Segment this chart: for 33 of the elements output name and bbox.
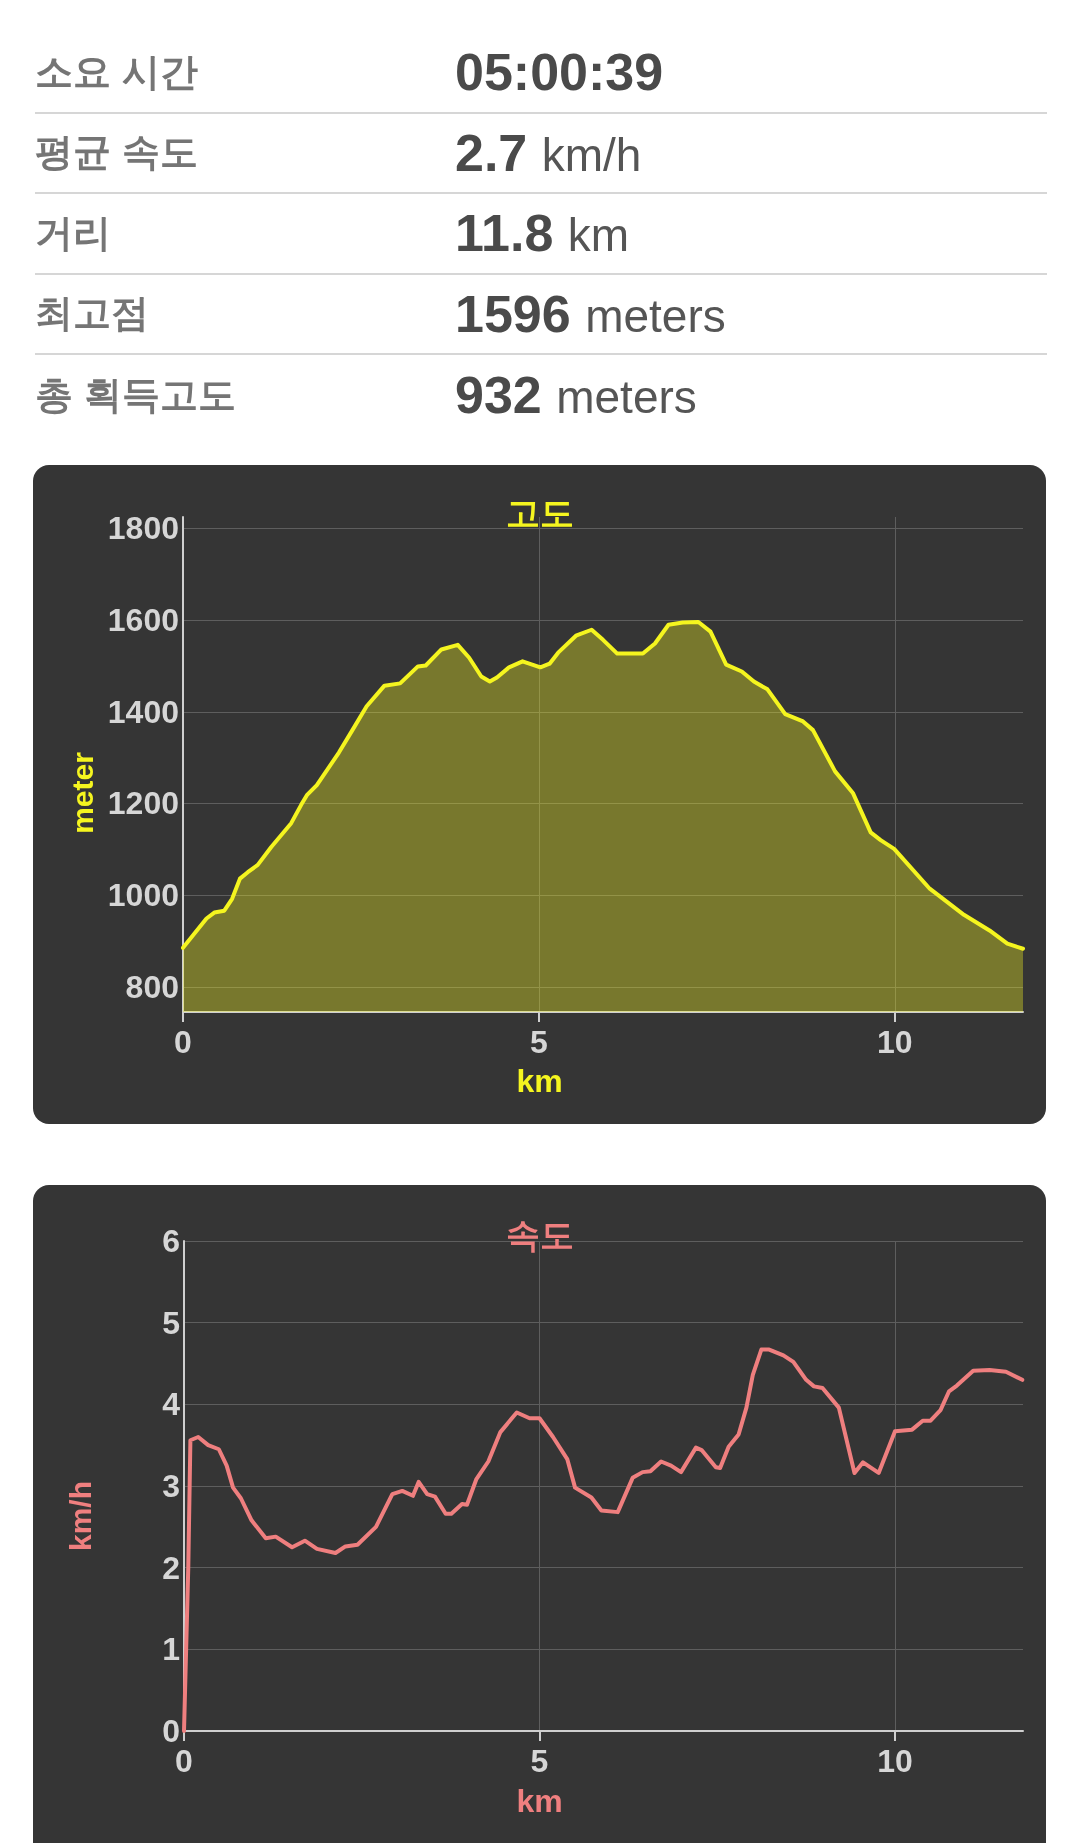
y-axis-title: km/h [63,1480,97,1552]
x-axis-title: km [516,1063,563,1099]
y-tick-label: 4 [162,1386,181,1423]
text: 소요 시간 [35,49,199,95]
chart-title: 속도 [505,1216,574,1254]
y-tick-label: 1400 [107,693,179,730]
chart-title: 고도 [505,494,574,532]
y-tick-label: 6 [162,1223,180,1259]
x-axis-title: km [516,1783,563,1819]
y-tick-label: 800 [125,968,179,1005]
x-tick-label: 10 [877,1024,913,1060]
y-tick-label: 1200 [107,785,179,822]
text: 2.7 km/h [455,123,642,182]
text: 932 meters [455,366,697,425]
text: 총 획득고도 [35,372,237,418]
text: 11.8 km [455,204,630,263]
y-tick-label: 1800 [107,510,179,547]
text: 05:00:39 [455,43,664,102]
y-tick-label: 3 [162,1468,180,1504]
y-tick-label: 1600 [107,602,179,639]
x-tick-label: 5 [530,1024,548,1060]
y-tick-label: 1 [162,1631,180,1668]
y-tick-label: 2 [162,1549,180,1586]
x-tick-label: 5 [530,1743,549,1779]
text: 거리 [35,210,112,256]
text: 평균 속도 [35,130,199,176]
y-tick-label: 1000 [107,877,179,914]
x-tick-label: 10 [877,1743,913,1779]
text: 1596 meters [455,284,726,343]
y-tick-label: 0 [162,1713,180,1749]
y-axis-title: meter [65,751,99,834]
y-tick-label: 5 [162,1304,180,1341]
text: 최고점 [35,291,150,337]
